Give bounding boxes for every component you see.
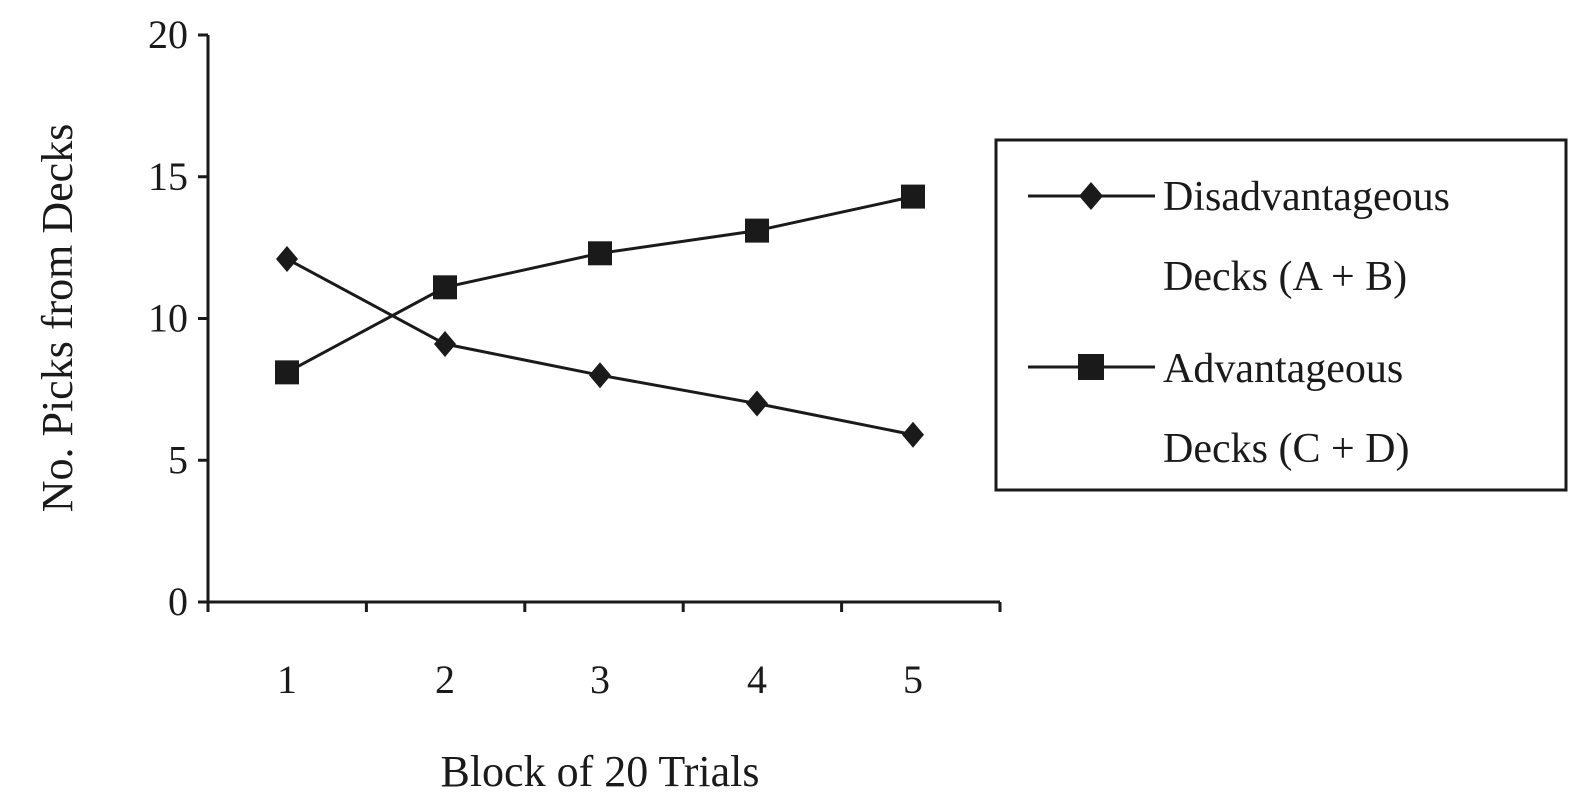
y-tick-label: 15 (148, 154, 188, 199)
legend-label-disadvantageous-line2: Decks (A + B) (1163, 254, 1407, 300)
y-tick-label: 5 (168, 437, 188, 482)
x-tick-label: 4 (747, 657, 767, 702)
series-line-disadvantageous (286, 257, 914, 437)
x-tick-label: 3 (590, 657, 610, 702)
data-point-diamond (434, 331, 456, 358)
legend-label-disadvantageous-line1: Disadvantageous (1163, 174, 1450, 220)
data-point-square (275, 360, 299, 385)
y-tick-label: 20 (148, 12, 188, 57)
legend-label-advantageous-line1: Advantageous (1163, 346, 1403, 392)
data-point-diamond (746, 390, 768, 417)
y-tick-label: 10 (148, 296, 188, 341)
data-point-diamond (902, 421, 924, 448)
y-tick-label: 0 (168, 579, 188, 624)
legend-marker-diamond (1079, 182, 1103, 210)
data-point-diamond (276, 245, 298, 272)
data-point-square (901, 184, 925, 209)
x-axis-title: Block of 20 Trials (440, 747, 759, 796)
data-point-diamond (589, 362, 611, 389)
x-tick-label: 5 (903, 657, 923, 702)
data-point-square (745, 218, 769, 243)
series-layer (275, 184, 925, 448)
x-ticks: 1 2 3 4 5 (206, 602, 1002, 702)
legend: Disadvantageous Decks (A + B) Advantageo… (994, 138, 1568, 492)
data-point-square (433, 275, 457, 300)
y-ticks: 0 5 10 15 20 (148, 12, 208, 624)
series-line-advantageous (286, 195, 914, 374)
legend-label-advantageous-line2: Decks (C + D) (1163, 426, 1409, 472)
x-tick-label: 2 (435, 657, 455, 702)
y-axis-title: No. Picks from Decks (33, 124, 82, 513)
data-point-square (588, 241, 612, 266)
legend-marker-square (1078, 354, 1104, 380)
x-tick-label: 1 (277, 657, 297, 702)
